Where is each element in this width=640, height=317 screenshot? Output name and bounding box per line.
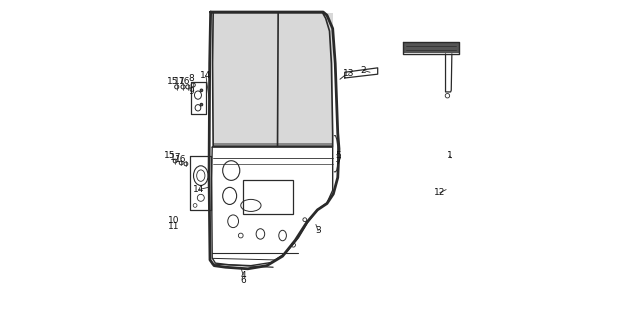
Text: 6: 6 (241, 276, 246, 285)
Text: 15: 15 (166, 77, 178, 86)
Text: 15: 15 (164, 152, 176, 160)
Text: 13: 13 (344, 69, 355, 78)
Bar (213, 13, 278, 146)
Text: 2: 2 (360, 66, 366, 75)
Text: 8: 8 (188, 74, 194, 83)
Text: 11: 11 (168, 223, 179, 231)
Text: 4: 4 (241, 271, 246, 280)
Bar (278, 13, 333, 146)
Ellipse shape (200, 103, 203, 106)
Text: 17: 17 (173, 77, 185, 86)
Text: 9: 9 (188, 87, 194, 96)
Text: 16: 16 (179, 77, 190, 86)
Bar (243, 180, 292, 214)
Ellipse shape (200, 89, 203, 92)
Text: 5: 5 (335, 151, 341, 160)
Text: 17: 17 (170, 153, 182, 162)
Text: 14: 14 (193, 185, 205, 194)
Text: 7: 7 (335, 157, 341, 165)
Text: 12: 12 (434, 188, 445, 197)
Bar (213, 143, 333, 147)
Bar (404, 42, 459, 53)
Text: 1: 1 (447, 152, 452, 160)
Text: 16: 16 (175, 155, 187, 164)
Text: 3: 3 (316, 226, 321, 235)
Text: 14: 14 (200, 71, 212, 80)
Text: 10: 10 (168, 216, 179, 225)
